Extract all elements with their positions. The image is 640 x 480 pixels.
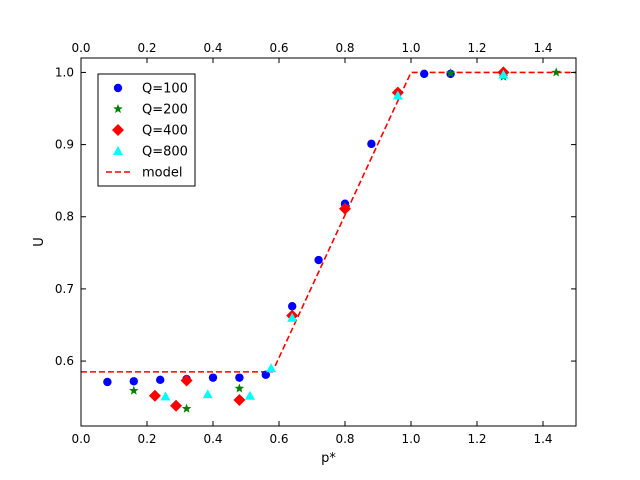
series-q-100-point (314, 255, 323, 265)
series-q-800-point (392, 90, 403, 100)
x-tick-label-top: 0.0 (71, 41, 90, 55)
x-axis-ticks: 0.0 0.0 0.2 0.2 0.4 0.4 0.6 0.6 0.8 0.8 1.0 1.0 1.2 1… (71, 41, 552, 446)
series-q-400-point (148, 389, 161, 402)
x-tick-label: 0.0 (71, 432, 90, 446)
legend-q-200-label: Q=200 (142, 103, 188, 118)
series-q-800-point (287, 312, 298, 322)
plot-frame (80, 57, 577, 427)
series-q-800-point (202, 389, 213, 399)
legend: Q=100 Q=200 Q=400 Q=800 model (97, 73, 196, 187)
series-q-400-point (180, 374, 193, 387)
series-q-200-point (181, 403, 192, 413)
series-q-800-point (160, 391, 171, 401)
series-model-line (81, 71, 576, 373)
y-tick-label: 1.0 (55, 65, 74, 79)
legend-q-200-swatch (113, 104, 123, 114)
series-q-100-point (235, 373, 244, 382)
series-q-400-point (233, 394, 246, 407)
series-q-800-point (498, 69, 509, 79)
y-tick-label: 0.7 (55, 282, 74, 296)
series-q-100-point (261, 370, 270, 379)
x-tick-label-top: 0.6 (269, 41, 288, 55)
series-q-100-point (103, 377, 112, 387)
series-q-200-point (445, 68, 456, 78)
series-q-200-point (129, 385, 139, 395)
x-tick-label-top: 0.4 (203, 41, 222, 55)
legend-q-100-swatch (113, 83, 123, 93)
series-q-100-point (420, 69, 429, 79)
series-q-100-point (156, 375, 165, 385)
x-tick-label-top: 1.0 (401, 41, 420, 55)
series-q-100-point (288, 302, 297, 311)
x-tick-label: 0.4 (203, 432, 222, 446)
x-tick-label: 0.8 (335, 432, 354, 446)
legend-model-label: model (142, 166, 182, 181)
y-axis-ticks: 0.6 0.7 0.8 0.9 1.0 (55, 65, 576, 368)
x-tick-label-top: 0.2 (137, 41, 156, 55)
legend-q-400-swatch (112, 124, 124, 136)
series-q-100-point (208, 373, 218, 382)
x-axis-label: p* (321, 451, 336, 466)
series-q-200-point (234, 383, 245, 393)
x-tick-label: 1.4 (533, 432, 552, 446)
x-tick-label-top: 1.2 (467, 41, 486, 55)
x-tick-label: 0.6 (269, 432, 288, 446)
legend-q-800-label: Q=800 (142, 145, 188, 160)
series-q-800-point (244, 390, 255, 400)
y-tick-label: 0.9 (55, 138, 74, 152)
x-tick-label: 0.2 (137, 432, 156, 446)
y-tick-label: 0.8 (55, 210, 74, 224)
series-q-400-point (170, 399, 183, 412)
x-tick-label: 1.2 (467, 432, 486, 446)
legend-q-100-label: Q=100 (142, 82, 188, 97)
series-q-100-point (129, 377, 138, 386)
y-axis-label: U (32, 237, 47, 247)
series-q-200-point (551, 67, 561, 77)
series-q-100-point (367, 139, 376, 149)
series-q-400-point (339, 202, 351, 215)
x-tick-label: 1.0 (401, 432, 420, 446)
x-tick-label-top: 1.4 (533, 41, 552, 55)
legend-q-400-label: Q=400 (142, 124, 188, 139)
legend-q-800-swatch (113, 146, 123, 155)
plot-marks (81, 66, 576, 413)
y-tick-label: 0.6 (55, 354, 74, 368)
x-tick-label-top: 0.8 (335, 41, 354, 55)
series-q-800-point (266, 363, 277, 373)
